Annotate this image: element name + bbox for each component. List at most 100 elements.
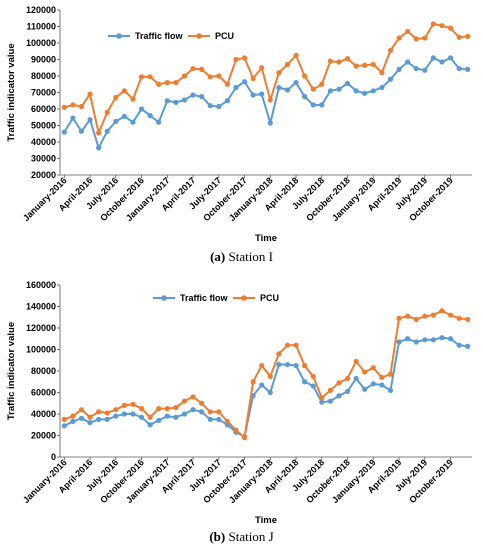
data-point	[87, 117, 93, 123]
data-point	[113, 407, 119, 413]
data-point	[353, 88, 359, 94]
y-tick-label: 100000	[26, 38, 56, 48]
caption-letter: (b)	[209, 529, 226, 544]
data-point	[422, 313, 428, 319]
y-tick-label: 80000	[31, 71, 56, 81]
data-point	[327, 387, 333, 393]
data-point	[353, 358, 359, 364]
data-point	[336, 86, 342, 92]
legend-item: Traffic flow	[108, 31, 184, 41]
data-point	[387, 387, 394, 393]
data-point	[465, 33, 471, 40]
data-point	[465, 343, 471, 349]
legend-label: Traffic flow	[180, 293, 229, 303]
data-point	[78, 128, 85, 134]
data-point	[362, 90, 368, 96]
data-point	[138, 106, 145, 112]
data-point	[259, 65, 265, 71]
data-point	[319, 102, 325, 108]
data-point	[216, 73, 222, 79]
x-tick-label: January-2016	[21, 457, 69, 505]
series-line	[63, 56, 468, 151]
y-tick-label: 30000	[31, 154, 56, 164]
data-point	[70, 102, 76, 108]
data-point	[302, 73, 308, 79]
data-point	[413, 316, 419, 322]
series-line	[63, 336, 468, 439]
data-point	[199, 94, 205, 100]
y-tick-label: 60000	[31, 104, 56, 114]
data-point	[293, 52, 299, 58]
data-point	[233, 56, 239, 63]
data-point	[138, 74, 145, 80]
y-tick-label: 50000	[31, 121, 56, 131]
data-point	[422, 337, 428, 343]
data-point	[284, 342, 291, 348]
y-tick-label: 40000	[31, 137, 56, 147]
data-point	[430, 21, 436, 27]
y-axis-title: Traffic indicator value	[6, 322, 17, 420]
data-point	[327, 398, 333, 404]
data-point	[190, 394, 196, 400]
chart-svg: 0 20000 40000 60000 80000 100000 120000 140000 1…	[6, 280, 472, 526]
series-traffic-flow	[61, 55, 471, 151]
series-pcu	[61, 308, 471, 441]
data-point	[216, 103, 222, 110]
data-point	[104, 109, 110, 115]
data-point	[96, 130, 102, 136]
data-point	[302, 94, 308, 100]
y-tick-label: 20000	[31, 170, 56, 180]
chart-station-j: 0 20000 40000 60000 80000 100000 120000 140000 1…	[0, 277, 483, 550]
data-point	[130, 96, 136, 102]
legend-label: PCU	[260, 293, 279, 303]
data-point	[413, 65, 419, 72]
data-point	[113, 118, 119, 124]
data-point	[224, 418, 230, 425]
data-point	[78, 407, 85, 413]
data-point	[456, 342, 462, 348]
data-point	[413, 36, 419, 42]
data-point	[104, 128, 110, 134]
data-point	[336, 380, 342, 386]
legend-marker	[116, 33, 122, 39]
data-point	[78, 103, 85, 110]
data-point	[456, 65, 462, 72]
data-point	[353, 375, 359, 382]
data-point	[447, 55, 454, 61]
data-point	[199, 66, 205, 72]
data-point	[147, 414, 153, 420]
y-tick-label: 40000	[31, 409, 56, 419]
data-point	[113, 94, 119, 101]
data-point	[121, 411, 127, 417]
data-point	[173, 80, 179, 86]
data-point	[439, 335, 445, 341]
data-point	[379, 70, 385, 76]
data-point	[181, 398, 188, 404]
series-traffic-flow	[61, 335, 471, 440]
data-point	[387, 371, 394, 377]
data-point	[181, 411, 188, 417]
data-point	[250, 379, 256, 385]
data-point	[87, 420, 93, 426]
y-tick-label: 140000	[26, 302, 56, 312]
data-point	[456, 315, 462, 321]
x-axis-title: Time	[255, 515, 277, 526]
data-point	[276, 84, 282, 91]
data-point	[130, 401, 136, 407]
data-point	[447, 25, 454, 31]
x-axis-title: Time	[255, 233, 277, 244]
data-point	[396, 339, 402, 345]
data-point	[104, 416, 110, 422]
x-tick-label: January-2016	[21, 175, 69, 223]
data-point	[70, 115, 76, 121]
data-point	[430, 312, 436, 318]
y-axis-title: Traffic indicator value	[6, 43, 17, 141]
data-point	[362, 386, 368, 392]
data-point	[61, 129, 67, 135]
data-point	[336, 393, 342, 399]
caption-text: Station J	[228, 529, 274, 544]
data-point	[156, 417, 162, 424]
data-point	[207, 74, 213, 80]
data-point	[344, 388, 351, 395]
data-point	[379, 382, 385, 388]
